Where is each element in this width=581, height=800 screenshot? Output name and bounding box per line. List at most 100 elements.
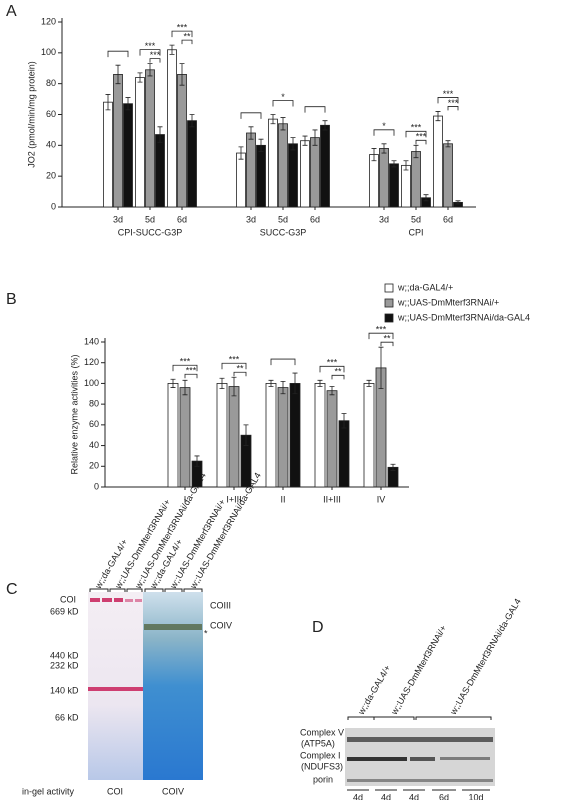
error-bar <box>238 146 244 160</box>
y-tick-label: 0 <box>51 201 56 211</box>
error-bar <box>322 120 328 131</box>
significance: *** <box>186 366 197 376</box>
band-label: COIII <box>210 600 231 610</box>
marker-label: 232 kD <box>50 660 79 670</box>
lane-label: w;;UAS-DmMterf3RNAi/+ <box>389 623 449 717</box>
error-bar <box>115 64 121 85</box>
y-tick-label: 100 <box>84 378 99 388</box>
error-bar <box>219 377 225 390</box>
x-tick-label: 3d <box>113 214 123 224</box>
timepoint: 4d <box>381 792 391 800</box>
legend-label: w;;da-GAL4/+ <box>397 282 453 292</box>
bar <box>265 383 277 488</box>
lane-label: w;;da-GAL4/+ <box>356 663 393 717</box>
gel-coi <box>88 592 143 780</box>
bar <box>236 152 246 208</box>
legend-swatch <box>384 283 394 293</box>
y-tick-label: 80 <box>89 399 99 409</box>
error-bar <box>280 380 286 395</box>
significance: *** <box>376 325 387 335</box>
y-tick-label: 20 <box>89 461 99 471</box>
row-label: (NDUFS3) <box>301 761 343 771</box>
bar <box>369 154 379 208</box>
error-bar <box>270 114 276 125</box>
bar <box>278 123 288 208</box>
significance: *** <box>145 41 156 51</box>
error-bar <box>391 160 397 168</box>
bar <box>123 103 133 208</box>
lane-brackets <box>89 588 203 592</box>
bracket <box>107 50 129 58</box>
panel-label: D <box>312 619 324 636</box>
blot-bands <box>347 737 493 782</box>
legend-label: w;;UAS-DmMterf3RNAi/da-GAL4 <box>397 312 530 322</box>
y-tick-label: 80 <box>46 78 56 88</box>
bracket <box>415 139 427 145</box>
error-bar <box>292 372 298 395</box>
legend-swatch <box>384 298 394 308</box>
significance: ** <box>383 334 391 344</box>
bracket <box>139 49 161 56</box>
x-tick-label: 3d <box>246 214 256 224</box>
bracket <box>447 106 459 111</box>
bracket <box>149 58 161 63</box>
error-bar <box>182 379 188 396</box>
error-bar <box>290 137 296 151</box>
significance: *** <box>150 50 161 60</box>
bracket <box>272 100 294 107</box>
error-bar <box>105 94 111 111</box>
significance: *** <box>443 89 454 99</box>
y-tick-label: 140 <box>84 336 99 346</box>
marker-label: 66 kD <box>55 712 79 722</box>
bar <box>401 164 411 208</box>
x-tick-label: 6d <box>310 214 320 224</box>
group-label: SUCC-G3P <box>260 227 307 237</box>
group-label: CPI <box>408 227 423 237</box>
error-bar <box>403 160 409 171</box>
y-tick-label: 120 <box>41 16 56 26</box>
bracket <box>405 130 427 138</box>
bar <box>443 143 453 208</box>
marker-label: 440 kD <box>50 650 79 660</box>
bracket <box>270 358 296 366</box>
y-tick-label: 100 <box>41 47 56 57</box>
error-bar <box>445 140 451 148</box>
error-bar <box>147 63 153 77</box>
significance: ** <box>183 32 191 42</box>
x-tick-label: 5d <box>411 214 421 224</box>
x-tick-label: 6d <box>177 214 187 224</box>
timepoint: 6d <box>439 792 449 800</box>
group-label: CPI-SUCC-G3P <box>118 227 183 237</box>
row-label: porin <box>313 774 333 784</box>
bar <box>433 115 443 208</box>
bar <box>326 390 338 488</box>
bracket <box>171 30 193 38</box>
y-tick-label: 60 <box>89 419 99 429</box>
panel-label: C <box>6 581 18 598</box>
error-bar <box>302 135 308 146</box>
bar <box>320 124 330 208</box>
bar <box>310 137 320 208</box>
bar <box>277 387 289 488</box>
bracket <box>373 129 395 136</box>
significance: *** <box>327 358 338 368</box>
bar <box>389 163 399 208</box>
error-bar <box>157 126 163 143</box>
error-bar <box>170 378 176 388</box>
error-bar <box>125 97 131 111</box>
bar <box>246 132 256 208</box>
error-bar <box>455 200 461 205</box>
y-tick-label: 120 <box>84 357 99 367</box>
y-tick-label: 40 <box>89 440 99 450</box>
lane-brackets <box>347 716 492 720</box>
row-label: Complex I <box>300 750 341 760</box>
significance: *** <box>180 357 191 367</box>
significance: *** <box>177 23 188 33</box>
bar <box>379 148 389 208</box>
error-bar <box>137 72 143 83</box>
bar <box>177 74 187 208</box>
bar <box>289 383 301 488</box>
error-bar <box>435 111 441 122</box>
bracket <box>240 112 262 119</box>
error-bar <box>378 346 384 390</box>
